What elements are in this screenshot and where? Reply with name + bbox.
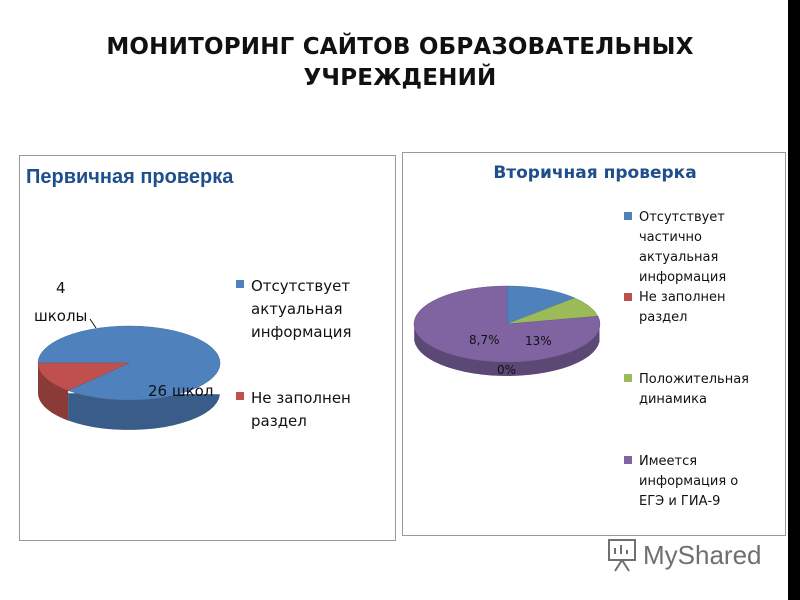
pie-slice-0 xyxy=(506,285,576,325)
legend-entry-0: Отсутствует актуальная информация xyxy=(251,277,355,341)
watermark-text: MyShared xyxy=(643,540,762,570)
chart-primary-svg: Первичная проверка 26 школ 4 школы Отсут… xyxy=(26,166,356,430)
legend-swatch-3 xyxy=(624,456,632,464)
pie-slice-side xyxy=(414,326,600,376)
slide-title-line-2: УЧРЕЖДЕНИЙ xyxy=(303,65,497,91)
leader-line xyxy=(89,318,97,329)
legend-swatch-0 xyxy=(624,212,632,220)
data-label-slice-2: 8,7% xyxy=(469,333,500,347)
chart-primary-check: Первичная проверка 26 школ 4 школы Отсут… xyxy=(19,155,396,541)
pie-slice-1 xyxy=(37,362,130,391)
chart-secondary-svg: Вторичная проверка 13% 0% 8,7% Отсутству… xyxy=(413,163,753,509)
legend-entry-2: Положительная динамика xyxy=(639,372,753,407)
slide-title: МОНИТОРИНГ САЙТОВ ОБРАЗОВАТЕЛЬНЫХ УЧРЕЖД… xyxy=(40,32,760,94)
legend-entry-1: Не заполнен раздел xyxy=(251,389,356,430)
legend-entry-3: Имеется информация о ЕГЭ и ГИА-9 xyxy=(639,454,742,509)
pie-primary xyxy=(37,325,221,430)
chart-title: Вторичная проверка xyxy=(493,163,696,183)
data-label-slice-0: 13% xyxy=(525,334,552,348)
pie-slice-side xyxy=(38,363,69,421)
myshared-watermark: MyShared xyxy=(605,536,780,574)
data-label-slice-1-line-2: школы xyxy=(34,307,87,325)
legend-swatch-2 xyxy=(624,374,632,382)
slide-edge-bar xyxy=(788,0,800,600)
legend-swatch-0 xyxy=(236,280,244,288)
legend-entry-1: Не заполнен раздел xyxy=(639,290,730,325)
legend-swatch-1 xyxy=(236,392,244,400)
legend-swatch-1 xyxy=(624,293,632,301)
chart-secondary-check: Вторичная проверка 13% 0% 8,7% Отсутству… xyxy=(402,152,786,536)
legend-entry-0: Отсутствует частично актуальная информац… xyxy=(639,210,729,285)
presentation-board-icon xyxy=(608,539,636,572)
watermark-svg: MyShared xyxy=(608,539,762,572)
pie-secondary xyxy=(413,285,601,376)
data-label-slice-0: 26 школ xyxy=(148,382,213,400)
slide-title-line-1: МОНИТОРИНГ САЙТОВ ОБРАЗОВАТЕЛЬНЫХ xyxy=(106,34,694,60)
data-label-slice-1: 0% xyxy=(497,363,516,377)
data-label-slice-1-line-1: 4 xyxy=(56,279,66,297)
pie-slice-3 xyxy=(413,285,601,363)
chart-title: Первичная проверка xyxy=(26,166,234,188)
